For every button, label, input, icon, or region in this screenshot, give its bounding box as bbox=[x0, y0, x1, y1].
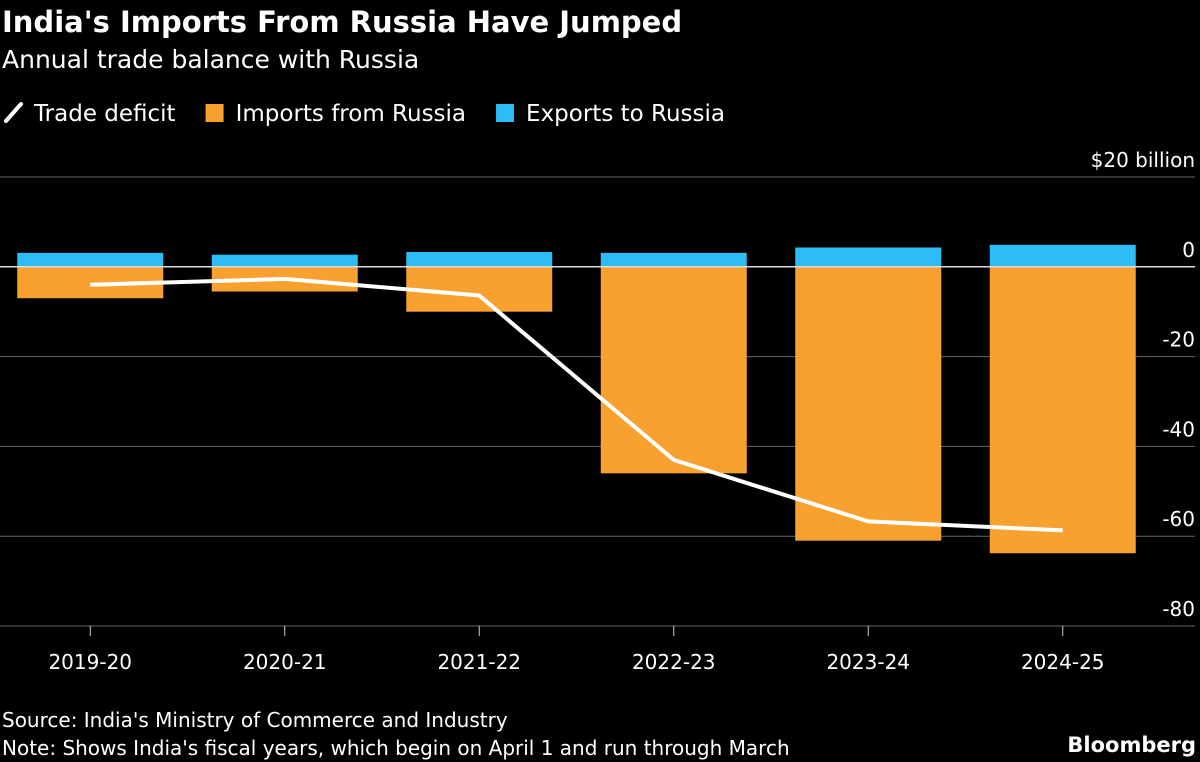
legend-line bbox=[4, 102, 23, 123]
y-tick-label: -40 bbox=[1162, 417, 1195, 441]
legend-label: Trade deficit bbox=[33, 101, 176, 127]
legend-label: Imports from Russia bbox=[236, 101, 466, 127]
bar bbox=[989, 266, 1136, 554]
line bbox=[90, 276, 1063, 533]
x-tick-label: 2021-22 bbox=[437, 650, 521, 674]
brand: Bloomberg bbox=[1067, 733, 1196, 757]
chart-subtitle: Annual trade balance with Russia bbox=[2, 45, 419, 74]
y-tick-label: 0 bbox=[1182, 238, 1195, 262]
x-tick-label: 2019-20 bbox=[48, 650, 132, 674]
x-tick-label: 2022-23 bbox=[632, 650, 716, 674]
bar bbox=[406, 266, 553, 312]
bar bbox=[600, 252, 747, 267]
chart-title: India's Imports From Russia Have Jumped bbox=[2, 5, 682, 39]
note: Note: Shows India's fiscal years, which … bbox=[2, 736, 790, 760]
legend-label: Exports to Russia bbox=[526, 101, 725, 127]
legend-swatch bbox=[205, 104, 224, 122]
bar bbox=[795, 266, 942, 541]
y-tick-label: -60 bbox=[1162, 507, 1195, 531]
y-tick-label: -80 bbox=[1162, 597, 1195, 621]
y-tick-label: $20 billion bbox=[1091, 148, 1195, 172]
bar bbox=[600, 266, 747, 474]
y-tick-label: -20 bbox=[1162, 328, 1195, 352]
x-tick-label: 2024-25 bbox=[1021, 650, 1105, 674]
bar bbox=[211, 254, 358, 267]
bar bbox=[989, 244, 1136, 267]
bar bbox=[795, 247, 942, 267]
x-tick-label: 2023-24 bbox=[826, 650, 910, 674]
legend-swatch bbox=[496, 104, 515, 122]
bar bbox=[406, 251, 553, 267]
bar bbox=[17, 252, 164, 267]
source: Source: India's Ministry of Commerce and… bbox=[2, 708, 508, 732]
x-tick-label: 2020-21 bbox=[243, 650, 327, 674]
